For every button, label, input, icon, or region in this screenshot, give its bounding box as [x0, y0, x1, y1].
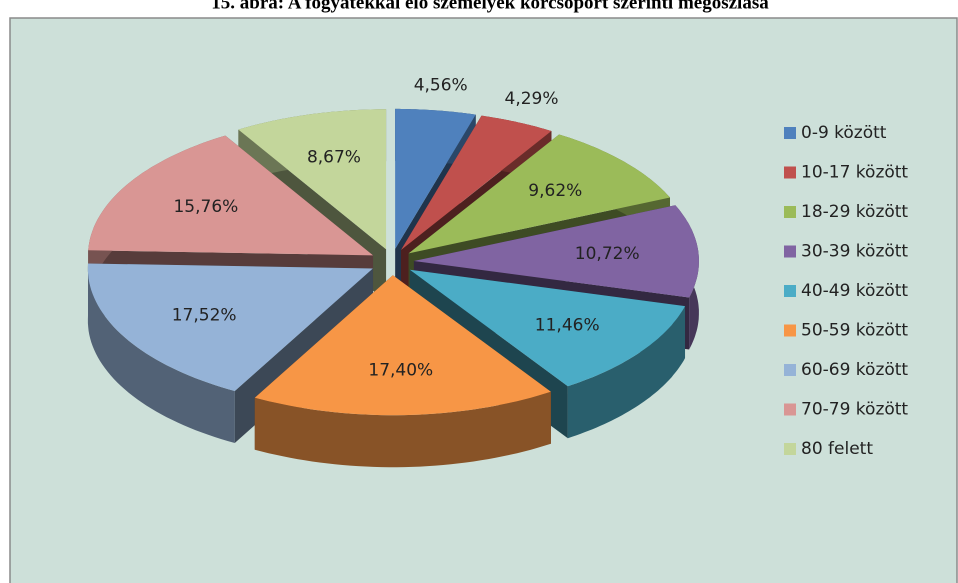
legend-swatch — [784, 127, 796, 139]
legend-label: 70-79 között — [801, 400, 908, 420]
legend-swatch — [784, 364, 796, 376]
chart-title: 15. ábra: A fogyatékkal élő személyek ko… — [211, 0, 769, 13]
slice — [395, 108, 476, 249]
slice — [400, 115, 552, 250]
legend-label: 80 felett — [801, 439, 873, 459]
data-label: 9,62% — [528, 181, 582, 201]
legend-label: 50-59 között — [801, 321, 908, 341]
slice — [88, 135, 374, 256]
data-label: 4,56% — [414, 76, 468, 96]
slice — [409, 269, 685, 387]
legend-swatch — [784, 166, 796, 179]
legend-label: 60-69 között — [801, 360, 908, 380]
legend-swatch — [784, 403, 796, 416]
legend-swatch — [784, 285, 796, 297]
data-label: 4,29% — [505, 89, 559, 109]
slice-side — [87, 263, 235, 443]
data-label: 15,76% — [173, 197, 238, 217]
legend-label: 30-39 között — [801, 242, 908, 262]
data-label: 11,46% — [535, 315, 600, 335]
slice — [87, 263, 373, 391]
slice — [254, 275, 551, 416]
legend-swatch — [784, 443, 796, 455]
legend-label: 18-29 között — [801, 202, 908, 222]
legend-label: 40-49 között — [801, 281, 908, 301]
legend-swatch — [784, 206, 796, 218]
legend-label: 10-17 között — [801, 163, 908, 183]
slice — [413, 205, 699, 298]
slice-side — [254, 391, 551, 468]
data-label: 10,72% — [575, 244, 640, 264]
slice — [408, 134, 670, 254]
slice-side — [567, 306, 685, 439]
legend-swatch — [784, 245, 796, 258]
data-label: 17,52% — [172, 305, 237, 325]
legend-swatch — [784, 324, 796, 337]
data-label: 8,67% — [307, 148, 361, 168]
data-label: 17,40% — [368, 360, 433, 380]
legend-label: 0-9 között — [801, 123, 887, 143]
slice — [238, 109, 387, 250]
